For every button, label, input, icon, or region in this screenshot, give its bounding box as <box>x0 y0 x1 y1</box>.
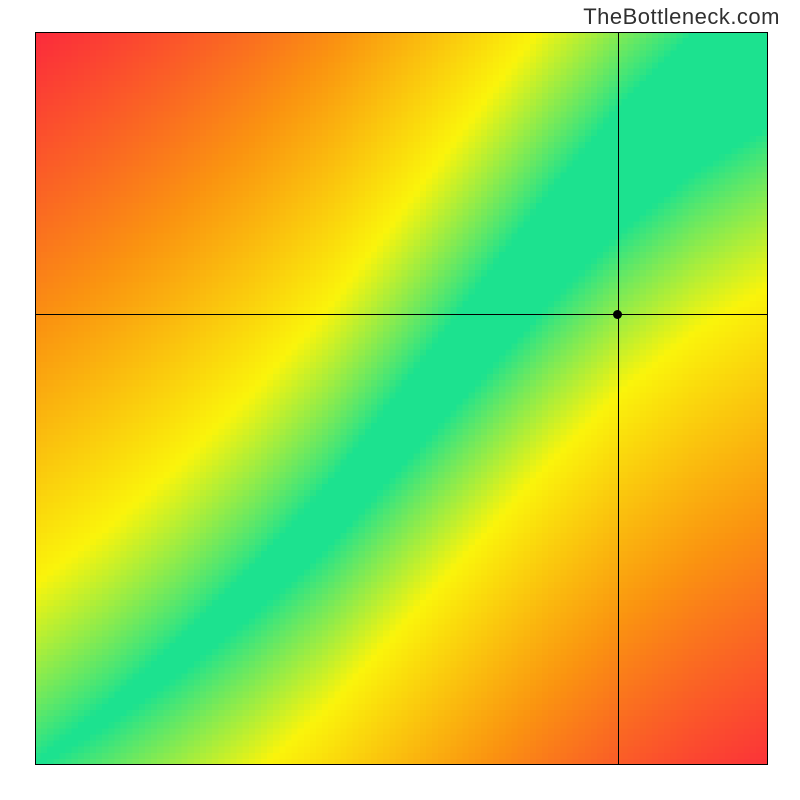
heatmap-plot <box>35 32 768 765</box>
root: TheBottleneck.com <box>0 0 800 800</box>
attribution-text: TheBottleneck.com <box>583 4 780 30</box>
heatmap-canvas <box>35 32 768 765</box>
